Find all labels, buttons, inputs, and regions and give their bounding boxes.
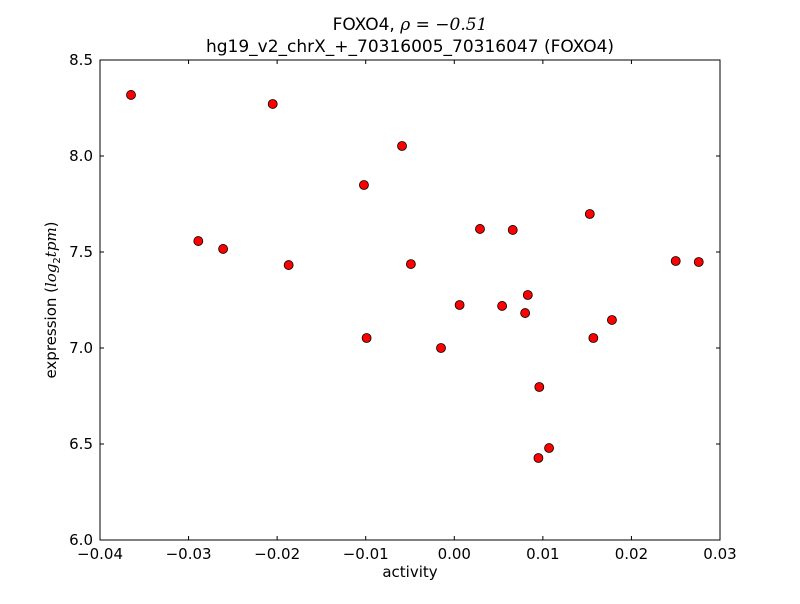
data-point [283, 260, 294, 270]
axes-frame [99, 59, 721, 541]
y-tick-label: 6.0 [69, 531, 93, 549]
y-tick-label: 7.0 [69, 339, 93, 357]
data-point [607, 315, 617, 325]
data-point [693, 257, 704, 267]
data-point [405, 259, 416, 269]
y-tick-label: 7.5 [69, 243, 93, 261]
data-point [497, 301, 508, 311]
x-tick-label: 0.03 [703, 545, 736, 563]
data-point [507, 225, 518, 235]
y-tick-label: 8.0 [69, 147, 93, 165]
y-axis-label: expression (log2tpm) [42, 221, 63, 378]
data-point [534, 382, 545, 392]
x-tick-label: 0.02 [615, 545, 648, 563]
data-point [267, 99, 278, 109]
plot-area: −0.04 −0.03 −0.02 −0.01 0.00 0.01 0.02 0.03 6.0 6… [69, 51, 737, 563]
chart-title-line2: hg19_v2_chrX_+_70316005_70316047 (FOXO4) [206, 37, 614, 57]
x-tick-label: −0.02 [254, 545, 300, 563]
data-point [361, 333, 372, 343]
y-tick-label: 8.5 [69, 51, 93, 69]
data-point [359, 180, 369, 190]
x-tick-label: 0.01 [526, 545, 559, 563]
x-tick-label: 0.00 [438, 545, 471, 563]
x-tick-label: −0.03 [166, 545, 212, 563]
data-point [475, 224, 485, 234]
data-point [520, 308, 531, 318]
data-point [584, 209, 595, 219]
data-point [522, 290, 533, 300]
data-point [193, 236, 204, 246]
data-point [454, 300, 465, 310]
data-point [126, 90, 136, 100]
x-tick-label: −0.01 [343, 545, 389, 563]
data-point [588, 333, 599, 343]
chart-title-line1: FOXO4, ρ = −0.51 [333, 15, 488, 35]
data-point [670, 256, 681, 266]
data-point [436, 343, 446, 353]
data-point [544, 443, 554, 453]
data-point [218, 244, 229, 254]
x-axis-label: activity [382, 563, 437, 581]
y-tick-label: 6.5 [69, 435, 93, 453]
data-point [397, 141, 407, 151]
x-tick-label: −0.04 [77, 545, 123, 563]
data-point [533, 453, 544, 463]
